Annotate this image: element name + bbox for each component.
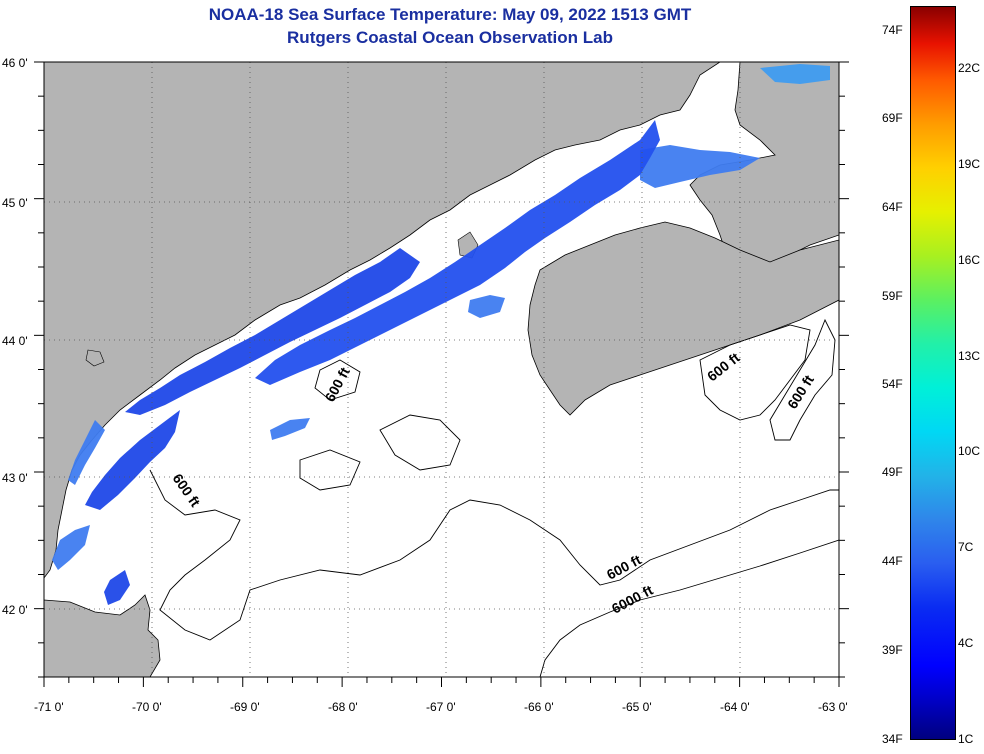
colorbar-c-label: 22C [958, 61, 981, 75]
map-title: NOAA-18 Sea Surface Temperature: May 09,… [208, 5, 692, 24]
lon-label: -65 0' [622, 700, 652, 714]
colorbar-c-label: 13C [958, 349, 981, 363]
lon-label: -66 0' [524, 700, 554, 714]
lat-label: 43 0' [2, 471, 28, 485]
lon-label: -64 0' [720, 700, 750, 714]
colorbar-c-label: 4C [958, 636, 974, 650]
sst-patch-south-coast [52, 525, 90, 570]
colorbar-f-label: 64F [882, 200, 903, 214]
temperature-colorbar [910, 6, 956, 740]
contour-600ft-inner [299, 359, 461, 491]
lon-label: -68 0' [328, 700, 358, 714]
colorbar-c-label: 19C [958, 157, 981, 171]
contour-6000ft [539, 539, 839, 677]
sst-patch-georges [270, 418, 310, 440]
contour-600ft-gulf [149, 469, 839, 641]
lat-label: 44 0' [2, 334, 28, 348]
map-plot-area: 600 ft 600 ft 600 ft 600 ft 600 ft 6000 … [44, 62, 839, 677]
colorbar-f-label: 74F [882, 23, 903, 37]
colorbar-f-label: 44F [882, 554, 903, 568]
sst-patch-maine-coast [125, 248, 420, 415]
lon-label: -71 0' [34, 700, 64, 714]
map-subtitle: Rutgers Coastal Ocean Observation Lab [287, 28, 613, 47]
lon-label: -67 0' [426, 700, 456, 714]
lat-label: 46 0' [2, 56, 28, 70]
sst-patch-gulf-main [255, 120, 660, 385]
contour-600ft-far-east [769, 318, 836, 441]
sst-patch-nova-scotia-inner [468, 295, 505, 318]
colorbar-f-label: 39F [882, 643, 903, 657]
sst-patch-upper-right [760, 64, 830, 84]
contour-600ft-east [699, 324, 811, 421]
lat-label: 42 0' [2, 603, 28, 617]
sst-patch-bay-of-fundy [640, 145, 760, 188]
colorbar-f-label: 34F [882, 732, 903, 746]
lon-label: -70 0' [132, 700, 162, 714]
colorbar-c-label: 1C [958, 732, 974, 746]
colorbar-f-label: 54F [882, 377, 903, 391]
colorbar-f-label: 69F [882, 111, 903, 125]
colorbar-f-label: 49F [882, 465, 903, 479]
land-cape-cod [44, 594, 161, 677]
axis-ticks [34, 61, 849, 687]
lon-label: -63 0' [818, 700, 848, 714]
sst-patch-massachusetts [68, 420, 105, 485]
colorbar-f-label: 59F [882, 289, 903, 303]
lon-label: -69 0' [230, 700, 260, 714]
colorbar-c-label: 16C [958, 253, 981, 267]
lat-label: 45 0' [2, 196, 28, 210]
colorbar-c-label: 7C [958, 540, 974, 554]
sst-patch-cape [104, 570, 130, 605]
sst-patch-gulf-west [85, 410, 180, 510]
colorbar-c-label: 10C [958, 444, 981, 458]
island-small [85, 349, 105, 367]
